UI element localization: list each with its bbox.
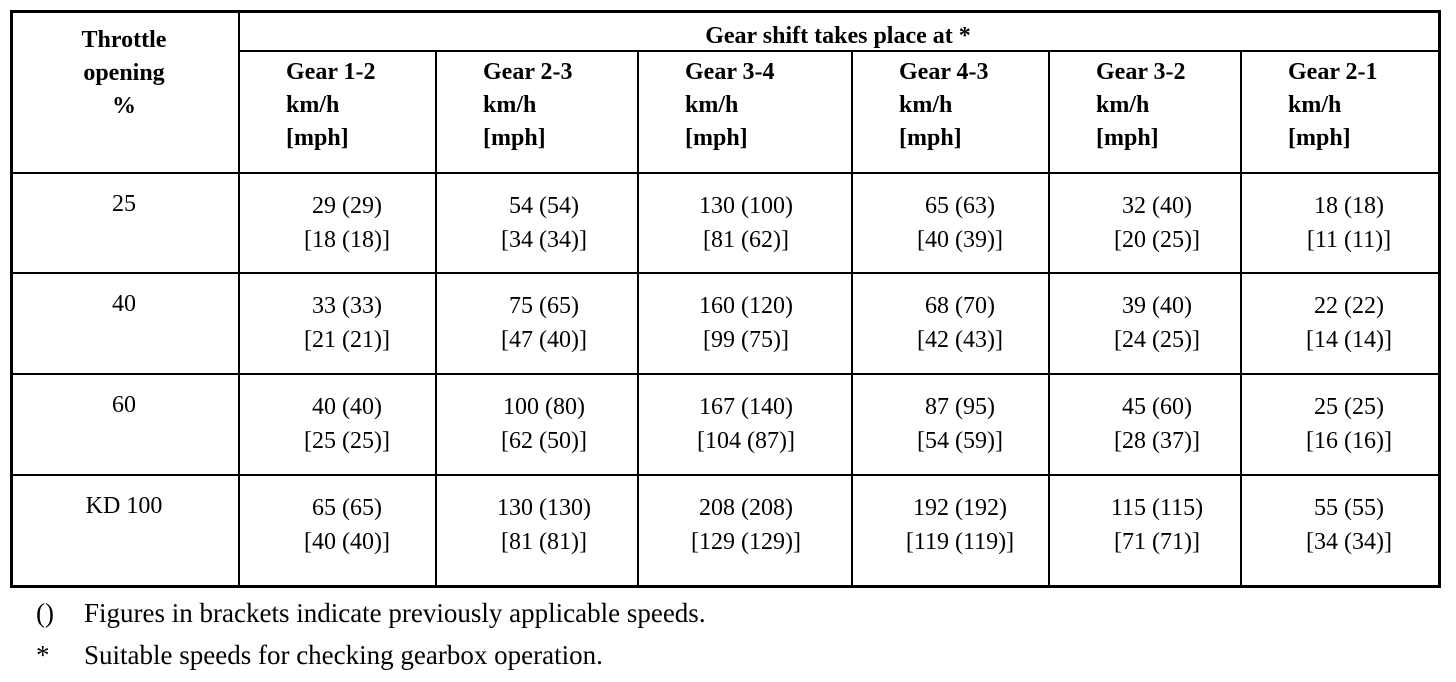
column-header: Gear 2-1 bbox=[1288, 59, 1378, 85]
note-text: Suitable speeds for checking gearbox ope… bbox=[84, 640, 603, 670]
throttle-cell: 60 bbox=[112, 392, 136, 418]
corner-header: % bbox=[112, 93, 136, 119]
speed-cell: 167 (140) bbox=[699, 394, 793, 420]
speed-cell: 29 (29) bbox=[312, 193, 382, 219]
rule bbox=[1240, 50, 1242, 585]
rule bbox=[10, 585, 1441, 588]
note-symbol: * bbox=[36, 640, 50, 670]
column-header: Gear 3-4 bbox=[685, 59, 775, 85]
speed-cell: [119 (119)] bbox=[905, 529, 1015, 555]
speed-cell: [34 (34)] bbox=[1306, 529, 1392, 555]
rule bbox=[1438, 10, 1441, 585]
column-header: Gear 3-2 bbox=[1096, 59, 1186, 85]
speed-cell: 45 (60) bbox=[1122, 394, 1192, 420]
speed-cell: [47 (40)] bbox=[501, 327, 587, 353]
speed-cell: [54 (59)] bbox=[917, 428, 1003, 454]
speed-cell: [40 (40)] bbox=[304, 529, 390, 555]
rule bbox=[10, 10, 1438, 13]
rule bbox=[10, 10, 13, 585]
speed-cell: [42 (43)] bbox=[917, 327, 1003, 353]
speed-cell: 75 (65) bbox=[509, 293, 579, 319]
speed-cell: 160 (120) bbox=[699, 293, 793, 319]
rule bbox=[1048, 50, 1050, 585]
throttle-cell: 40 bbox=[112, 291, 136, 317]
column-header: Gear 1-2 bbox=[286, 59, 376, 85]
rule bbox=[10, 172, 1438, 174]
corner-header: opening bbox=[83, 60, 165, 86]
rule bbox=[238, 50, 1438, 52]
column-header: km/h bbox=[483, 92, 537, 118]
speed-cell: [28 (37)] bbox=[1114, 428, 1200, 454]
speed-cell: 65 (65) bbox=[312, 495, 382, 521]
speed-cell: [129 (129)] bbox=[691, 529, 801, 555]
speed-cell: 68 (70) bbox=[925, 293, 995, 319]
speed-cell: 100 (80) bbox=[503, 394, 585, 420]
column-header: [mph] bbox=[899, 125, 962, 151]
speed-cell: 32 (40) bbox=[1122, 193, 1192, 219]
column-header: [mph] bbox=[1288, 125, 1351, 151]
rule bbox=[10, 272, 1438, 274]
speed-cell: 54 (54) bbox=[509, 193, 579, 219]
speed-cell: [14 (14)] bbox=[1306, 327, 1392, 353]
speed-cell: 55 (55) bbox=[1314, 495, 1384, 521]
speed-cell: [20 (25)] bbox=[1114, 227, 1200, 253]
rule bbox=[851, 50, 853, 585]
speed-cell: 192 (192) bbox=[913, 495, 1007, 521]
corner-header: Throttle bbox=[81, 27, 167, 53]
speed-cell: [81 (81)] bbox=[501, 529, 587, 555]
rule bbox=[238, 10, 240, 585]
speed-cell: [34 (34)] bbox=[501, 227, 587, 253]
speed-cell: [18 (18)] bbox=[304, 227, 390, 253]
speed-cell: 208 (208) bbox=[699, 495, 793, 521]
speed-cell: [104 (87)] bbox=[697, 428, 795, 454]
column-header: km/h bbox=[1096, 92, 1150, 118]
note-text: Figures in brackets indicate previously … bbox=[84, 598, 706, 628]
column-header: [mph] bbox=[286, 125, 349, 151]
rule bbox=[637, 50, 639, 585]
column-header: km/h bbox=[685, 92, 739, 118]
speed-cell: [25 (25)] bbox=[304, 428, 390, 454]
rule bbox=[10, 474, 1438, 476]
speed-cell: 33 (33) bbox=[312, 293, 382, 319]
speed-cell: [40 (39)] bbox=[917, 227, 1003, 253]
speed-cell: 22 (22) bbox=[1314, 293, 1384, 319]
note-symbol: () bbox=[36, 598, 54, 628]
speed-cell: 65 (63) bbox=[925, 193, 995, 219]
speed-cell: 87 (95) bbox=[925, 394, 995, 420]
speed-cell: 130 (130) bbox=[497, 495, 591, 521]
speed-cell: [21 (21)] bbox=[304, 327, 390, 353]
speed-cell: [11 (11)] bbox=[1306, 227, 1392, 253]
column-header: Gear 4-3 bbox=[899, 59, 989, 85]
throttle-cell: KD 100 bbox=[85, 493, 163, 519]
speed-cell: [99 (75)] bbox=[703, 327, 789, 353]
column-header: [mph] bbox=[483, 125, 546, 151]
column-header: km/h bbox=[899, 92, 953, 118]
speed-cell: [16 (16)] bbox=[1306, 428, 1392, 454]
speed-cell: [24 (25)] bbox=[1114, 327, 1200, 353]
speed-cell: 39 (40) bbox=[1122, 293, 1192, 319]
column-header: km/h bbox=[1288, 92, 1342, 118]
rule bbox=[10, 373, 1438, 375]
column-header: km/h bbox=[286, 92, 340, 118]
group-header: Gear shift takes place at * bbox=[705, 23, 971, 49]
speed-cell: [62 (50)] bbox=[501, 428, 587, 454]
speed-cell: 18 (18) bbox=[1314, 193, 1384, 219]
speed-cell: 40 (40) bbox=[312, 394, 382, 420]
column-header: Gear 2-3 bbox=[483, 59, 573, 85]
speed-cell: 25 (25) bbox=[1314, 394, 1384, 420]
speed-cell: 115 (115) bbox=[1110, 495, 1204, 521]
speed-cell: 130 (100) bbox=[699, 193, 793, 219]
column-header: [mph] bbox=[1096, 125, 1159, 151]
speed-cell: [71 (71)] bbox=[1114, 529, 1200, 555]
rule bbox=[435, 50, 437, 585]
column-header: [mph] bbox=[685, 125, 748, 151]
speed-cell: [81 (62)] bbox=[703, 227, 789, 253]
throttle-cell: 25 bbox=[112, 191, 136, 217]
